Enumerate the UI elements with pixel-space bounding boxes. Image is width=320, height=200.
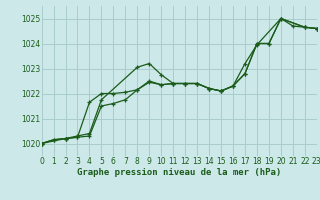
X-axis label: Graphe pression niveau de la mer (hPa): Graphe pression niveau de la mer (hPa)	[77, 168, 281, 177]
